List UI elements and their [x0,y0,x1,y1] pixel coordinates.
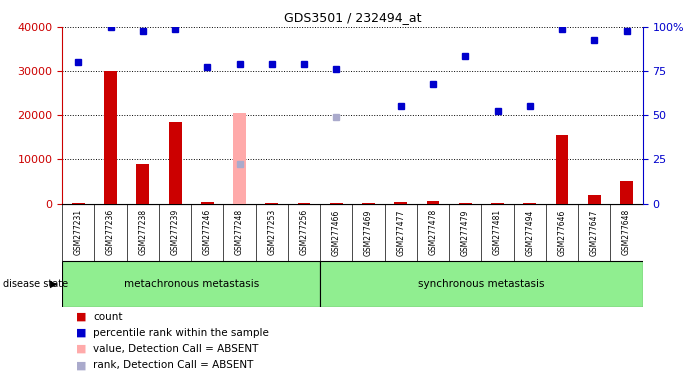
Text: count: count [93,312,123,322]
Title: GDS3501 / 232494_at: GDS3501 / 232494_at [284,11,421,24]
Bar [233,113,246,204]
Text: value, Detection Call = ABSENT: value, Detection Call = ABSENT [93,344,258,354]
Text: GSM277478: GSM277478 [428,209,437,255]
Text: disease state: disease state [3,279,68,289]
Text: ▶: ▶ [50,279,57,289]
Text: GSM277231: GSM277231 [74,209,83,255]
Text: percentile rank within the sample: percentile rank within the sample [93,328,269,338]
Bar [459,203,472,204]
Bar [233,202,246,204]
Text: GSM277469: GSM277469 [364,209,373,255]
Bar [320,261,643,307]
Bar [620,182,633,204]
Text: GSM277647: GSM277647 [589,209,599,255]
Text: GSM277238: GSM277238 [138,209,147,255]
Text: GSM277256: GSM277256 [299,209,309,255]
Text: GSM277494: GSM277494 [525,209,534,255]
Text: GSM277477: GSM277477 [396,209,406,255]
Bar [330,203,343,204]
Bar [395,202,407,204]
Text: rank, Detection Call = ABSENT: rank, Detection Call = ABSENT [93,360,254,370]
Bar [136,164,149,204]
Bar [362,203,375,204]
Text: GSM277648: GSM277648 [622,209,631,255]
Text: GSM277481: GSM277481 [493,209,502,255]
Text: metachronous metastasis: metachronous metastasis [124,279,259,289]
Bar [491,203,504,204]
Bar [523,203,536,204]
Text: GSM277466: GSM277466 [332,209,341,255]
Text: GSM277646: GSM277646 [558,209,567,255]
Bar [62,261,320,307]
Bar [265,203,278,204]
Bar [169,122,182,204]
Text: ■: ■ [76,360,86,370]
Bar [426,201,439,204]
Text: GSM277246: GSM277246 [202,209,212,255]
Text: GSM277248: GSM277248 [235,209,244,255]
Text: synchronous metastasis: synchronous metastasis [418,279,545,289]
Text: ■: ■ [76,344,86,354]
Bar [72,203,85,204]
Bar [104,71,117,204]
Text: GSM277236: GSM277236 [106,209,115,255]
Text: GSM277253: GSM277253 [267,209,276,255]
Bar [588,195,600,204]
Text: ■: ■ [76,312,86,322]
Text: GSM277239: GSM277239 [171,209,180,255]
Text: ■: ■ [76,328,86,338]
Bar [298,203,310,204]
Bar [201,202,214,204]
Bar [556,135,569,204]
Text: GSM277479: GSM277479 [461,209,470,255]
